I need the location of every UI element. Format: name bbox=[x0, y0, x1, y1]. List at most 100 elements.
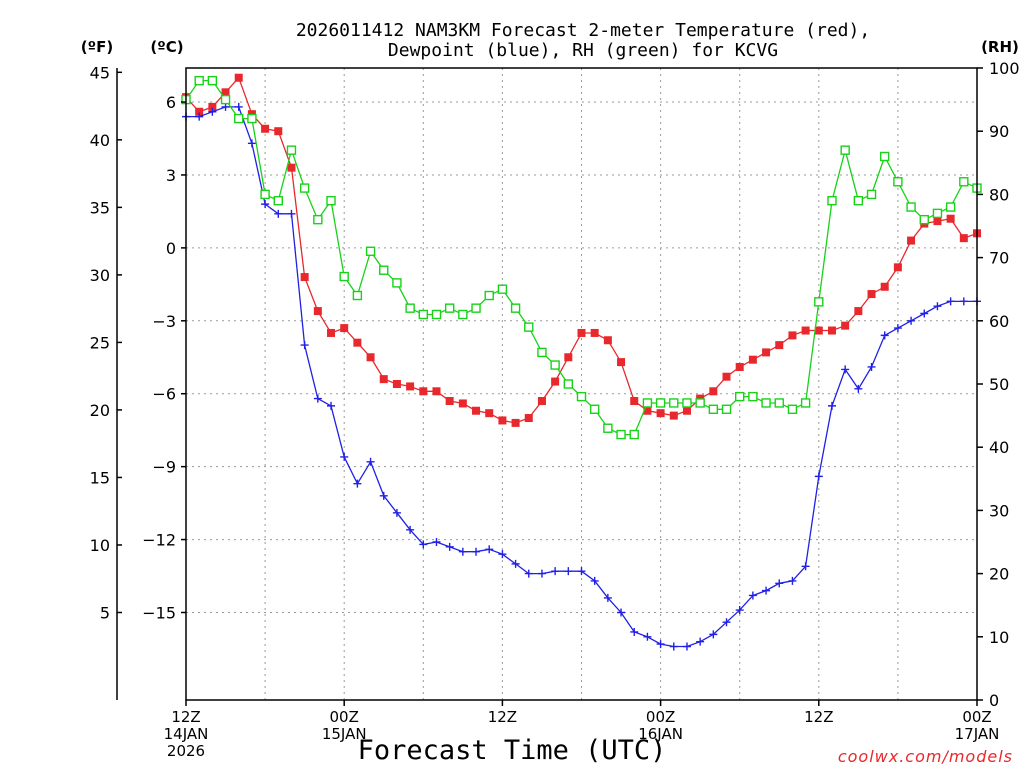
series-layer bbox=[181, 73, 982, 651]
rh-axis-label: (RH) bbox=[981, 38, 1019, 56]
dewpoint-point bbox=[537, 569, 546, 578]
rh-point bbox=[524, 322, 534, 332]
2-meter-temperature-point bbox=[498, 416, 507, 425]
dewpoint-point bbox=[630, 627, 639, 636]
fahrenheit-tick-label: 30 bbox=[90, 266, 110, 285]
dewpoint-point bbox=[261, 200, 270, 209]
2-meter-temperature-point bbox=[300, 273, 309, 282]
x-tick-label: 00Z bbox=[962, 708, 991, 726]
rh-point bbox=[695, 398, 705, 408]
rh-point bbox=[761, 398, 771, 408]
dewpoint-point bbox=[195, 112, 204, 121]
dewpoint-point bbox=[893, 324, 902, 333]
dewpoint-point bbox=[524, 569, 533, 578]
x-tick-label: 14JAN bbox=[164, 725, 209, 743]
rh-point bbox=[352, 290, 363, 301]
dewpoint-point bbox=[880, 331, 889, 340]
2-meter-temperature-point bbox=[261, 124, 270, 133]
rh-point bbox=[537, 347, 547, 358]
2-meter-temperature-point bbox=[867, 290, 876, 299]
rh-tick-label: 80 bbox=[989, 185, 1009, 204]
dewpoint-point bbox=[801, 562, 810, 571]
rh-point bbox=[959, 177, 969, 187]
rh-point bbox=[708, 404, 719, 414]
dewpoint-point bbox=[920, 309, 929, 318]
fahrenheit-axis-label: (ºF) bbox=[81, 38, 113, 56]
rh-point bbox=[629, 429, 639, 440]
celsius-tick-label: −6 bbox=[152, 385, 176, 404]
rh-point bbox=[748, 391, 758, 402]
2-meter-temperature-point bbox=[590, 328, 599, 337]
2-meter-temperature-point bbox=[551, 377, 560, 386]
dewpoint-point bbox=[353, 479, 362, 488]
rh-point bbox=[616, 429, 626, 440]
rh-tick-label: 70 bbox=[989, 249, 1009, 268]
2-meter-temperature-point bbox=[854, 307, 863, 316]
rh-point bbox=[194, 75, 204, 86]
rh-point bbox=[774, 398, 784, 408]
dewpoint-point bbox=[445, 542, 454, 551]
2-meter-temperature-point bbox=[722, 372, 731, 381]
dewpoint-point bbox=[669, 642, 678, 651]
source-credit: coolwx.com/models bbox=[838, 747, 1013, 766]
dewpoint-point bbox=[788, 576, 797, 585]
2-meter-temperature-point bbox=[841, 321, 850, 330]
dewpoint-point bbox=[603, 593, 612, 602]
rh-point bbox=[866, 189, 877, 200]
2-meter-temperature-point bbox=[630, 397, 639, 406]
dewpoint-point bbox=[577, 567, 586, 576]
2-meter-temperature-point bbox=[274, 127, 283, 136]
2-meter-temperature-point bbox=[524, 414, 533, 423]
dewpoint-point bbox=[709, 630, 718, 639]
dewpoint-point bbox=[959, 297, 968, 306]
celsius-tick-label: −3 bbox=[152, 312, 176, 331]
rh-tick-label: 100 bbox=[989, 59, 1020, 78]
2-meter-temperature-point bbox=[340, 324, 349, 333]
rh-point bbox=[497, 284, 508, 294]
x-axis-title: Forecast Time (UTC) bbox=[358, 735, 667, 766]
dewpoint-point bbox=[313, 394, 322, 403]
dewpoint-point bbox=[814, 472, 823, 481]
rh-point bbox=[906, 202, 916, 212]
dewpoint-point bbox=[696, 637, 705, 646]
dewpoint-point bbox=[827, 401, 836, 410]
dewpoint-point bbox=[841, 365, 850, 374]
rh-point bbox=[893, 177, 903, 187]
dewpoint-point bbox=[564, 567, 573, 576]
2-meter-temperature-point bbox=[827, 326, 836, 335]
rh-point bbox=[484, 290, 494, 301]
2-meter-temperature-point bbox=[617, 358, 626, 367]
2-meter-temperature-point bbox=[221, 88, 230, 97]
rh-point bbox=[669, 398, 679, 408]
dewpoint-point bbox=[300, 341, 309, 350]
dewpoint-point bbox=[867, 362, 876, 371]
dewpoint-point bbox=[907, 316, 916, 325]
grid bbox=[186, 68, 977, 700]
rh-point bbox=[655, 398, 666, 408]
2-meter-temperature-point bbox=[762, 348, 771, 357]
dewpoint-point bbox=[234, 102, 243, 111]
2-meter-temperature-point bbox=[406, 382, 415, 391]
dewpoint-point bbox=[432, 538, 441, 546]
2-meter-temperature-point bbox=[603, 336, 612, 345]
2-meter-temperature-point bbox=[775, 341, 784, 350]
x-tick-label: 16JAN bbox=[638, 725, 683, 743]
2-meter-temperature-point bbox=[195, 107, 204, 116]
celsius-tick-label: 0 bbox=[166, 239, 176, 258]
rh-tick-label: 30 bbox=[989, 501, 1009, 520]
dewpoint-point bbox=[287, 209, 296, 218]
2-meter-temperature-point bbox=[709, 387, 718, 396]
rh-point bbox=[220, 94, 231, 105]
dewpoint-point bbox=[511, 559, 520, 568]
fahrenheit-tick-label: 5 bbox=[100, 603, 110, 622]
dewpoint-point bbox=[392, 508, 401, 517]
rh-point bbox=[444, 303, 455, 313]
2-meter-temperature-point bbox=[392, 380, 401, 388]
x-tick-label: 12Z bbox=[804, 708, 833, 726]
2-meter-temperature-point bbox=[577, 328, 586, 337]
dewpoint-point bbox=[551, 567, 560, 576]
2-meter-temperature-point bbox=[287, 163, 296, 172]
rh-point bbox=[313, 214, 323, 225]
2-meter-temperature-point bbox=[907, 236, 916, 245]
